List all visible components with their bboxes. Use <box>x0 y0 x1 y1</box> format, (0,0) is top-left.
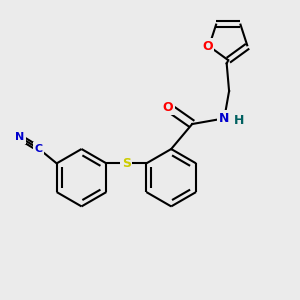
Text: N: N <box>219 112 230 125</box>
Text: H: H <box>233 113 244 127</box>
Text: O: O <box>202 40 213 53</box>
Text: S: S <box>122 157 131 170</box>
Text: C: C <box>35 144 43 154</box>
Text: N: N <box>15 132 24 142</box>
Text: O: O <box>163 101 173 114</box>
